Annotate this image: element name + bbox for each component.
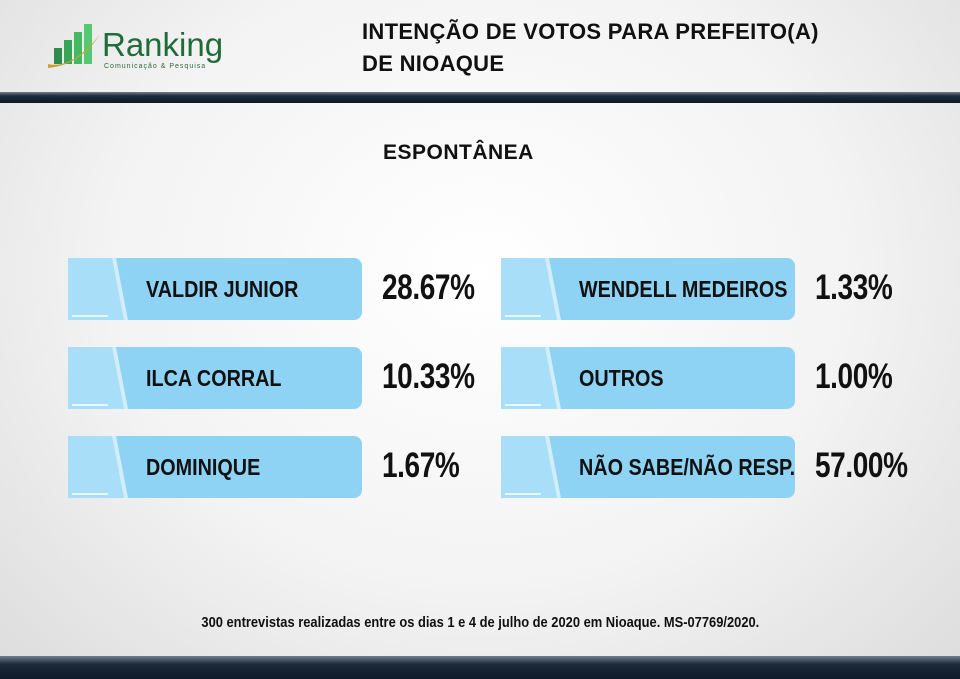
card-tab xyxy=(501,436,557,498)
card-body xyxy=(104,258,362,320)
candidate-card: VALDIR JUNIOR xyxy=(68,258,362,320)
candidate-card: OUTROS xyxy=(501,347,795,409)
logo-wordmark: Ranking xyxy=(102,26,224,63)
card-body xyxy=(104,347,362,409)
card-tab xyxy=(68,347,124,409)
card-background xyxy=(68,347,362,409)
candidate-percentage: 1.33% xyxy=(815,268,893,307)
candidate-percentage: 1.67% xyxy=(382,446,460,485)
candidate-card: DOMINIQUE xyxy=(68,436,362,498)
footer-band xyxy=(0,656,960,679)
card-fold xyxy=(112,347,128,409)
card-background xyxy=(68,258,362,320)
card-fold xyxy=(545,258,561,320)
candidate-name: OUTROS xyxy=(579,365,664,391)
candidate-card: NÃO SABE/NÃO RESP. xyxy=(501,436,795,498)
card-tab xyxy=(501,258,557,320)
card-fold xyxy=(112,436,128,498)
bar-chart-logo-icon xyxy=(48,24,100,68)
card-background xyxy=(68,436,362,498)
card-tab xyxy=(68,436,124,498)
card-tab xyxy=(501,347,557,409)
title-line-1: INTENÇÃO DE VOTOS PARA PREFEITO(A) xyxy=(362,19,819,44)
chart-subtitle: ESPONTÂNEA xyxy=(383,141,534,164)
candidate-name: ILCA CORRAL xyxy=(146,365,282,391)
header-divider-band xyxy=(0,92,960,103)
card-body xyxy=(104,436,362,498)
card-tab xyxy=(68,258,124,320)
card-body xyxy=(537,347,795,409)
candidate-name: NÃO SABE/NÃO RESP. xyxy=(579,454,796,480)
candidate-name: WENDELL MEDEIROS xyxy=(579,276,788,302)
footnote-text: 300 entrevistas realizadas entre os dias… xyxy=(201,614,759,631)
card-background xyxy=(501,436,795,498)
card-fold xyxy=(545,436,561,498)
card-body xyxy=(537,436,795,498)
survey-footnote: 300 entrevistas realizadas entre os dias… xyxy=(0,614,960,631)
candidate-name: VALDIR JUNIOR xyxy=(146,276,299,302)
candidate-percentage: 10.33% xyxy=(382,357,475,396)
card-fold xyxy=(112,258,128,320)
page-title: INTENÇÃO DE VOTOS PARA PREFEITO(A) DE NI… xyxy=(362,16,819,80)
candidate-card: WENDELL MEDEIROS xyxy=(501,258,795,320)
candidate-percentage: 57.00% xyxy=(815,446,908,485)
card-background xyxy=(501,258,795,320)
candidate-percentage: 28.67% xyxy=(382,268,475,307)
title-line-2: DE NIOAQUE xyxy=(362,51,505,76)
candidate-name: DOMINIQUE xyxy=(146,454,261,480)
logo-tagline: Comunicação & Pesquisa xyxy=(104,63,207,70)
candidate-card: ILCA CORRAL xyxy=(68,347,362,409)
candidate-percentage: 1.00% xyxy=(815,357,893,396)
card-fold xyxy=(545,347,561,409)
ranking-logo: Ranking Comunicação & Pesquisa xyxy=(44,18,234,78)
card-background xyxy=(501,347,795,409)
card-body xyxy=(537,258,795,320)
